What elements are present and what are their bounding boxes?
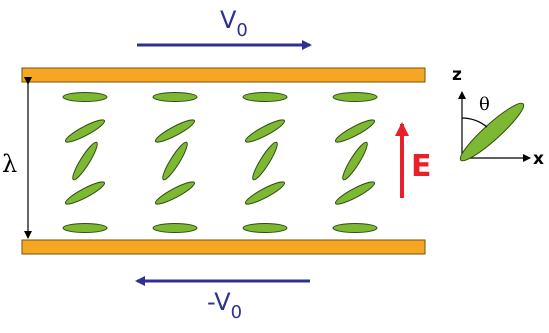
top-velocity: V0 xyxy=(220,6,248,41)
top-plate xyxy=(22,68,425,82)
liquid-crystal xyxy=(333,179,376,208)
liquid-crystal xyxy=(243,224,287,233)
x-label: x xyxy=(533,149,544,169)
liquid-crystal xyxy=(63,117,106,146)
gap-label: λ xyxy=(2,150,17,178)
liquid-crystal xyxy=(153,117,196,146)
liquid-crystal xyxy=(63,93,107,102)
liquid-crystal xyxy=(333,117,376,146)
angle-label: θ xyxy=(479,94,490,115)
liquid-crystal xyxy=(153,179,196,208)
liquid-crystal xyxy=(63,224,107,233)
liquid-crystal xyxy=(243,179,286,208)
field-label: E xyxy=(411,149,432,184)
liquid-crystal xyxy=(250,140,281,182)
liquid-crystal xyxy=(153,93,197,102)
z-label: z xyxy=(452,65,462,85)
liquid-crystal xyxy=(70,140,101,182)
sample-crystal xyxy=(455,98,528,166)
liquid-crystal xyxy=(243,93,287,102)
liquid-crystal xyxy=(243,117,286,146)
liquid-crystal xyxy=(333,224,377,233)
liquid-crystal xyxy=(160,140,191,182)
liquid-crystal xyxy=(340,140,371,182)
bottom-velocity: -V0 xyxy=(207,288,242,323)
liquid-crystals xyxy=(63,93,377,233)
liquid-crystal xyxy=(153,224,197,233)
angle-arc xyxy=(462,118,487,127)
liquid-crystal xyxy=(333,93,377,102)
bottom-plate xyxy=(22,240,425,254)
liquid-crystal xyxy=(63,179,106,208)
diagram: V0 -V0 λ E z x θ xyxy=(0,0,549,333)
